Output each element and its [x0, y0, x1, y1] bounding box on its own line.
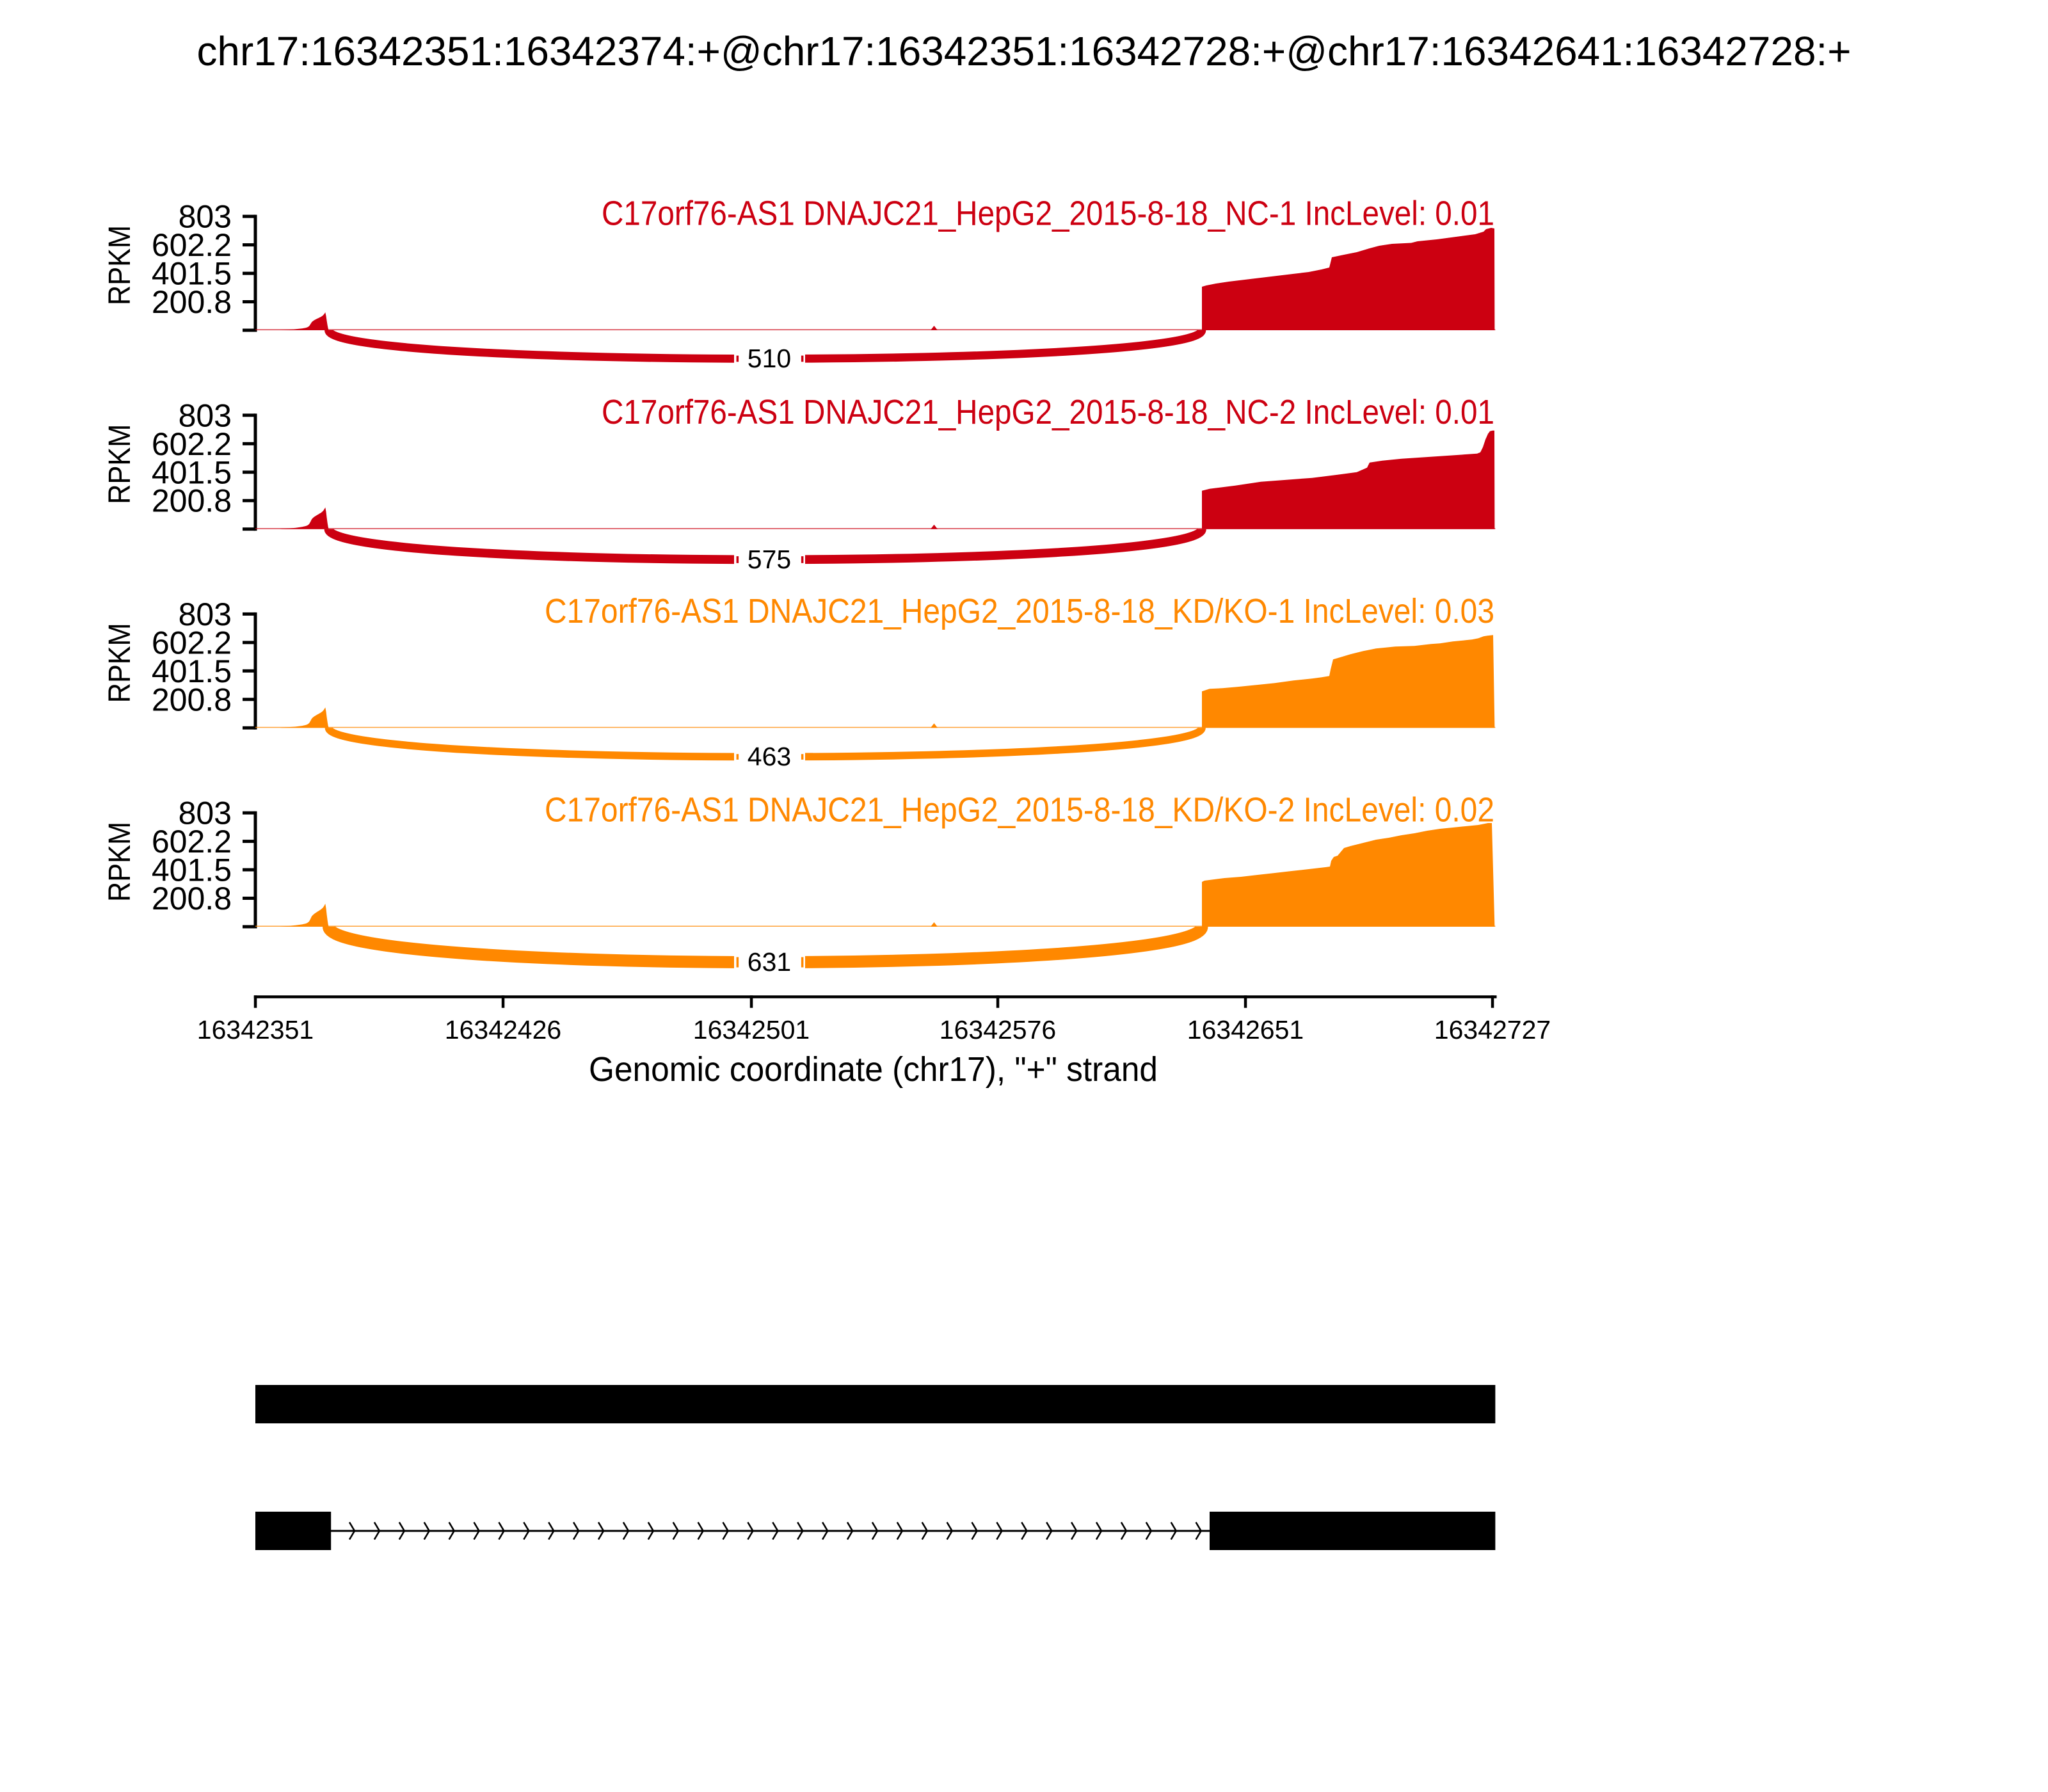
svg-text:602.2: 602.2 [152, 227, 232, 263]
svg-text:C17orf76-AS1 DNAJC21_HepG2_201: C17orf76-AS1 DNAJC21_HepG2_2015-8-18_NC-… [602, 393, 1494, 431]
svg-text:200.8: 200.8 [152, 483, 232, 519]
svg-text:RPKM: RPKM [103, 822, 137, 902]
svg-text:510: 510 [748, 344, 791, 373]
svg-text:16342351: 16342351 [197, 1015, 314, 1044]
svg-text:16342501: 16342501 [693, 1015, 810, 1044]
svg-text:200.8: 200.8 [152, 284, 232, 320]
svg-text:602.2: 602.2 [152, 426, 232, 462]
svg-text:C17orf76-AS1 DNAJC21_HepG2_201: C17orf76-AS1 DNAJC21_HepG2_2015-8-18_KD/… [545, 791, 1494, 829]
svg-text:401.5: 401.5 [152, 256, 232, 292]
svg-text:chr17:16342351:16342374:+@chr1: chr17:16342351:16342374:+@chr17:16342351… [197, 28, 1852, 74]
svg-text:631: 631 [748, 947, 791, 977]
svg-text:803: 803 [179, 596, 232, 632]
svg-text:401.5: 401.5 [152, 653, 232, 689]
svg-text:RPKM: RPKM [103, 225, 137, 305]
svg-text:575: 575 [748, 545, 791, 574]
svg-text:803: 803 [179, 397, 232, 433]
svg-text:16342651: 16342651 [1187, 1015, 1304, 1044]
svg-text:C17orf76-AS1 DNAJC21_HepG2_201: C17orf76-AS1 DNAJC21_HepG2_2015-8-18_KD/… [545, 592, 1494, 630]
svg-text:RPKM: RPKM [103, 623, 137, 703]
svg-text:Genomic coordinate (chr17), "+: Genomic coordinate (chr17), "+" strand [589, 1050, 1158, 1089]
svg-text:463: 463 [748, 742, 791, 771]
svg-text:200.8: 200.8 [152, 881, 232, 916]
svg-text:803: 803 [179, 199, 232, 235]
svg-text:401.5: 401.5 [152, 852, 232, 888]
svg-text:602.2: 602.2 [152, 824, 232, 860]
svg-text:16342576: 16342576 [940, 1015, 1056, 1044]
svg-text:16342426: 16342426 [445, 1015, 561, 1044]
svg-text:RPKM: RPKM [103, 424, 137, 504]
svg-text:401.5: 401.5 [152, 454, 232, 490]
svg-text:C17orf76-AS1 DNAJC21_HepG2_201: C17orf76-AS1 DNAJC21_HepG2_2015-8-18_NC-… [602, 195, 1494, 233]
svg-text:803: 803 [179, 796, 232, 831]
svg-text:16342727: 16342727 [1434, 1015, 1551, 1044]
svg-text:602.2: 602.2 [152, 625, 232, 660]
svg-text:200.8: 200.8 [152, 682, 232, 717]
